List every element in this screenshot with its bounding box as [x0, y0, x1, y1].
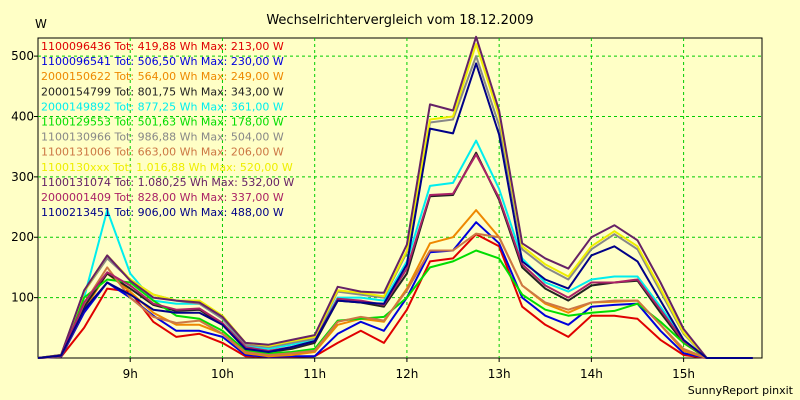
series-line-1100129553: [37, 249, 753, 359]
legend-entry-1100213451: 1100213451 Tot: 906,00 Wh Max: 488,00 W: [41, 206, 284, 219]
x-tick-label: 10h: [211, 367, 234, 381]
y-axis-ticks: 100 200 300 400 500: [11, 49, 38, 305]
y-tick-label: 100: [11, 291, 34, 305]
chart-title: Wechselrichtervergleich vom 18.12.2009: [266, 13, 533, 28]
x-tick-label: 9h: [123, 367, 138, 381]
x-tick-label: 14h: [580, 367, 603, 381]
legend-entry-1100130966: 1100130966 Tot: 986,88 Wh Max: 504,00 W: [41, 131, 284, 144]
x-tick-label: 13h: [488, 367, 511, 381]
series-layer: [37, 35, 753, 359]
legend-entry-1100130xxx: 1100130xxx Tot: 1.016,88 Wh Max: 520,00 …: [41, 161, 293, 174]
legend-entry-1100131074: 1100131074 Tot: 1.080,25 Wh Max: 532,00 …: [41, 176, 294, 189]
legend-entry-1100129553: 1100129553 Tot: 501,63 Wh Max: 178,00 W: [41, 116, 284, 129]
series-line-1100131006: [37, 232, 753, 359]
legend-entry-2000150622: 2000150622 Tot: 564,00 Wh Max: 249,00 W: [41, 70, 284, 83]
y-tick-label: 300: [11, 170, 34, 184]
x-tick-label: 15h: [672, 367, 695, 381]
series-line-1100213451: [37, 62, 753, 359]
y-axis-unit: W: [35, 17, 47, 31]
x-axis-ticks: 9h 10h 11h 12h 13h 14h 15h: [123, 358, 695, 381]
legend-entry-1100096541: 1100096541 Tot: 506,50 Wh Max: 230,00 W: [41, 55, 284, 68]
legend: 1100096436 Tot: 419,88 Wh Max: 213,00 W 1…: [41, 40, 294, 219]
legend-entry-1100131006: 1100131006 Tot: 663,00 Wh Max: 206,00 W: [41, 146, 284, 159]
series-line-1100131074: [37, 35, 753, 359]
legend-entry-2000149892: 2000149892 Tot: 877,25 Wh Max: 361,00 W: [41, 100, 284, 113]
series-line-1100130xxx: [37, 43, 753, 359]
legend-entry-2000001409: 2000001409 Tot: 828,00 Wh Max: 337,00 W: [41, 191, 284, 204]
legend-entry-2000154799: 2000154799 Tot: 801,75 Wh Max: 343,00 W: [41, 85, 284, 98]
legend-entry-1100096436: 1100096436 Tot: 419,88 Wh Max: 213,00 W: [41, 40, 284, 53]
y-tick-label: 500: [11, 49, 34, 63]
series-line-1100096436: [37, 233, 753, 359]
y-tick-label: 400: [11, 109, 34, 123]
series-line-2000149892: [37, 139, 753, 359]
footer-credit: SunnyReport pinxit: [688, 384, 794, 397]
series-line-2000001409: [37, 153, 753, 359]
x-tick-label: 12h: [395, 367, 418, 381]
x-tick-label: 11h: [303, 367, 326, 381]
y-tick-label: 200: [11, 230, 34, 244]
